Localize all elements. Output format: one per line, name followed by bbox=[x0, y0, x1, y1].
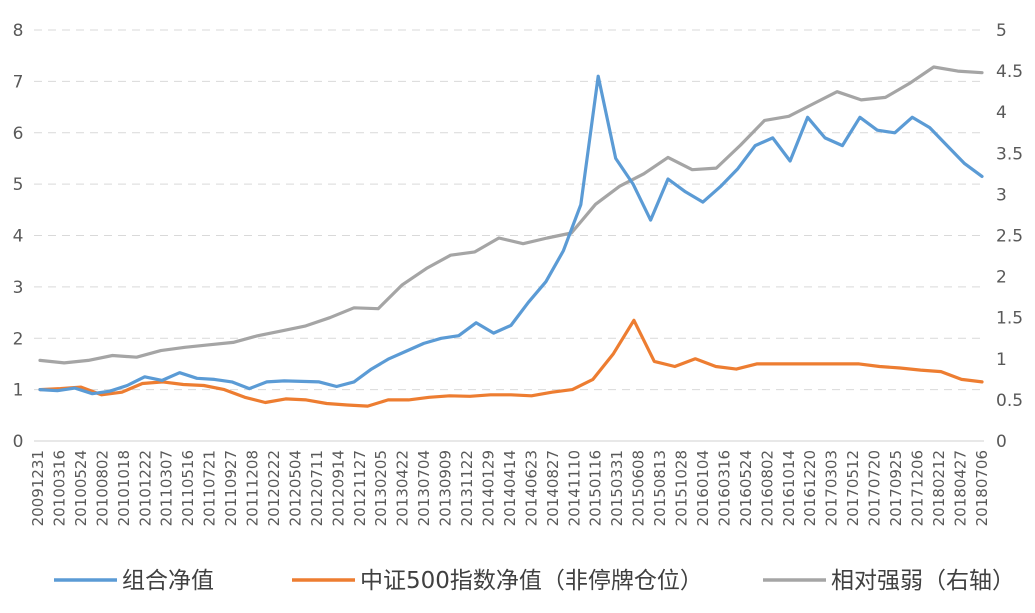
x-tick-label: 20130205 bbox=[372, 450, 390, 526]
left-tick-label: 7 bbox=[13, 72, 24, 92]
x-tick-label: 20170720 bbox=[866, 450, 884, 526]
legend-label: 组合净值 bbox=[122, 568, 214, 594]
x-tick-label: 20131122 bbox=[458, 450, 476, 526]
right-tick-label: 3 bbox=[996, 185, 1007, 205]
x-tick-label: 20100524 bbox=[72, 450, 90, 526]
x-tick-label: 20150813 bbox=[651, 450, 669, 526]
x-tick-label: 20160524 bbox=[737, 450, 755, 526]
right-tick-label: 5 bbox=[996, 21, 1007, 41]
x-tick-label: 20121127 bbox=[351, 450, 369, 526]
right-axis-ticks: 0 0.5 1 1.5 2 2.5 3 3.5 4 4.5 5 bbox=[996, 21, 1023, 452]
left-tick-label: 6 bbox=[13, 124, 24, 144]
left-tick-label: 5 bbox=[13, 175, 24, 195]
x-tick-label: 20150331 bbox=[608, 450, 626, 526]
x-tick-label: 20160104 bbox=[694, 450, 712, 526]
x-tick-label: 20101222 bbox=[136, 450, 154, 526]
left-tick-label: 3 bbox=[13, 278, 24, 298]
left-tick-label: 8 bbox=[13, 21, 24, 41]
x-tick-label: 20180212 bbox=[930, 450, 948, 526]
x-tick-label: 20170925 bbox=[887, 450, 905, 526]
legend-label: 中证500指数净值（非停牌仓位） bbox=[360, 568, 703, 594]
x-tick-label: 20100316 bbox=[50, 450, 68, 526]
right-tick-label: 4.5 bbox=[996, 62, 1023, 82]
x-tick-label: 20120711 bbox=[308, 450, 326, 526]
x-tick-label: 20140623 bbox=[522, 450, 540, 526]
series-line-2 bbox=[38, 318, 984, 408]
x-tick-label: 20170303 bbox=[823, 450, 841, 526]
left-tick-label: 0 bbox=[13, 432, 24, 452]
legend: 组合净值 中证500指数净值（非停牌仓位） 相对强弱（右轴） bbox=[54, 568, 1015, 594]
x-tick-label: 20110307 bbox=[158, 450, 176, 526]
right-tick-label: 1 bbox=[996, 350, 1007, 370]
x-tick-label: 20111208 bbox=[244, 450, 262, 526]
x-tick-label: 20110516 bbox=[179, 450, 197, 526]
x-tick-label: 20180427 bbox=[951, 450, 969, 526]
right-tick-label: 0 bbox=[996, 432, 1007, 452]
left-axis-ticks: 0 1 2 3 4 5 6 7 8 bbox=[13, 21, 24, 452]
x-tick-label: 20160316 bbox=[715, 450, 733, 526]
x-tick-label: 20180706 bbox=[973, 450, 991, 526]
x-tick-label: 20100802 bbox=[93, 450, 111, 526]
series-line-1 bbox=[38, 74, 984, 396]
left-tick-label: 4 bbox=[13, 227, 24, 247]
right-tick-label: 1.5 bbox=[996, 309, 1023, 329]
right-tick-label: 0.5 bbox=[996, 391, 1023, 411]
x-tick-label: 20141110 bbox=[565, 450, 583, 526]
x-tick-label: 20120504 bbox=[286, 450, 304, 526]
x-tick-label: 20140827 bbox=[544, 450, 562, 526]
left-tick-label: 1 bbox=[13, 381, 24, 401]
series-lines bbox=[38, 65, 984, 408]
x-tick-label: 20120914 bbox=[329, 450, 347, 526]
x-tick-label: 20101018 bbox=[115, 450, 133, 526]
x-tick-label: 20140414 bbox=[501, 450, 519, 526]
grid-lines bbox=[34, 29, 984, 391]
x-tick-label: 20091231 bbox=[29, 450, 47, 526]
x-tick-label: 20150608 bbox=[630, 450, 648, 526]
x-tick-label: 20161014 bbox=[780, 450, 798, 526]
right-tick-label: 4 bbox=[996, 103, 1007, 123]
x-tick-label: 20170512 bbox=[844, 450, 862, 526]
x-tick-label: 20171206 bbox=[908, 450, 926, 526]
x-axis-ticks: 20091231 20100316 20100524 20100802 20101018… bbox=[29, 450, 991, 526]
right-tick-label: 3.5 bbox=[996, 144, 1023, 164]
x-tick-label: 20161220 bbox=[801, 450, 819, 526]
legend-label: 相对强弱（右轴） bbox=[831, 568, 1015, 594]
right-tick-label: 2.5 bbox=[996, 227, 1023, 247]
x-tick-label: 20110721 bbox=[201, 450, 219, 526]
left-tick-label: 2 bbox=[13, 329, 24, 349]
x-tick-label: 20130909 bbox=[437, 450, 455, 526]
right-tick-label: 2 bbox=[996, 268, 1007, 288]
x-tick-label: 20150116 bbox=[587, 450, 605, 526]
x-tick-label: 20130422 bbox=[394, 450, 412, 526]
x-tick-label: 20120222 bbox=[265, 450, 283, 526]
x-tick-label: 20160802 bbox=[758, 450, 776, 526]
x-tick-label: 20151028 bbox=[673, 450, 691, 526]
series-line-3 bbox=[38, 65, 984, 365]
x-tick-label: 20110927 bbox=[222, 450, 240, 526]
x-tick-label: 20140129 bbox=[479, 450, 497, 526]
x-tick-label: 20130704 bbox=[415, 450, 433, 526]
